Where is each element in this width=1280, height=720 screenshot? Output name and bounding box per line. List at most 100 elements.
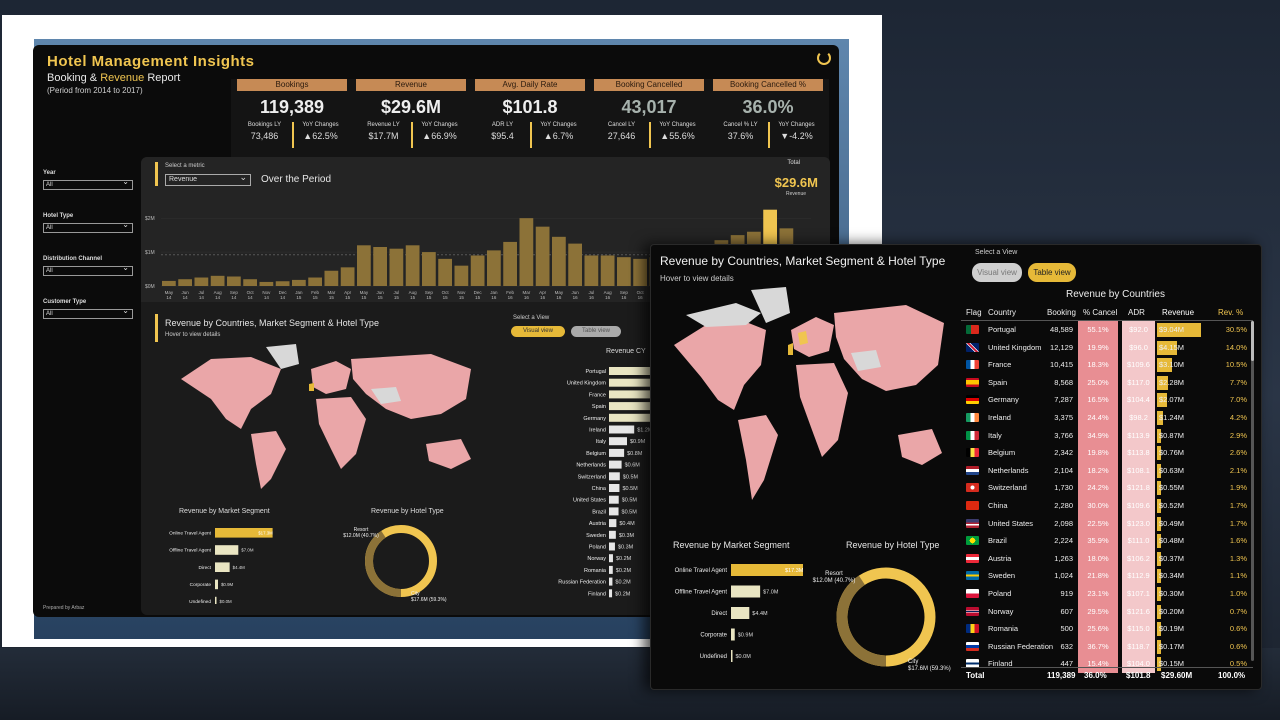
revenue-bar[interactable]	[162, 280, 176, 286]
country-bar[interactable]	[609, 437, 627, 446]
revenue-bar[interactable]	[308, 277, 322, 286]
revenue-bar[interactable]	[292, 279, 306, 286]
country-bar[interactable]	[609, 542, 615, 551]
table-row[interactable]: Ireland 3,375 24.4% $98.2 $1.24M 4.2%	[961, 408, 1253, 427]
revenue-bar[interactable]	[210, 275, 225, 286]
table-row[interactable]: Poland 919 23.1% $107.1 $0.30M 1.0%	[961, 584, 1253, 603]
country-bar[interactable]	[609, 425, 635, 434]
visual-view-button[interactable]: Visual view	[511, 326, 565, 337]
filter-dropdown[interactable]: All	[43, 264, 133, 276]
revenue-bar[interactable]	[324, 270, 339, 286]
col-rev-pct[interactable]: Rev. %	[1218, 308, 1244, 317]
revenue-bar[interactable]	[243, 279, 257, 286]
segment-bar[interactable]	[731, 650, 733, 662]
col-flag[interactable]: Flag	[966, 308, 982, 317]
table-row[interactable]: Spain 8,568 25.0% $117.0 $2.28M 7.7%	[961, 373, 1253, 392]
revenue-bar[interactable]	[227, 276, 241, 286]
segment-bar[interactable]	[215, 545, 239, 555]
revenue-bar[interactable]	[568, 243, 582, 286]
table-row[interactable]: United States 2,098 22.5% $123.0 $0.49M 1.7%	[961, 514, 1253, 533]
revenue-bar[interactable]	[340, 267, 355, 286]
country-bar[interactable]	[609, 530, 616, 539]
table-view-button[interactable]: Table view	[1028, 263, 1076, 282]
table-row[interactable]: Austria 1,263 18.0% $106.2 $0.37M 1.3%	[961, 549, 1253, 568]
table-row[interactable]: Portugal 48,589 55.1% $92.0 $9.04M 30.5%	[961, 321, 1253, 339]
revenue-bar[interactable]	[519, 218, 534, 286]
revenue-bar[interactable]	[552, 236, 566, 286]
revenue-bar[interactable]	[373, 247, 387, 286]
col-adr[interactable]: ADR	[1128, 308, 1145, 317]
country-bar[interactable]	[609, 460, 622, 469]
segment-bar[interactable]	[731, 564, 803, 576]
country-bar[interactable]	[609, 413, 651, 422]
metric-dropdown[interactable]: Revenue	[165, 172, 251, 186]
revenue-bar[interactable]	[422, 252, 436, 286]
table-scrollbar[interactable]	[1251, 321, 1254, 661]
revenue-bar[interactable]	[194, 277, 209, 286]
segment-bar[interactable]	[731, 607, 750, 619]
table-row[interactable]: Norway 607 29.5% $121.6 $0.20M 0.7%	[961, 602, 1253, 621]
revenue-bar[interactable]	[438, 258, 452, 286]
country-bar[interactable]	[609, 565, 613, 574]
table-row[interactable]: Switzerland 1,730 24.2% $121.8 $0.55M 1.9%	[961, 479, 1253, 497]
revenue-bar[interactable]	[357, 245, 371, 286]
country-bar[interactable]	[609, 484, 620, 492]
revenue-bar[interactable]	[259, 281, 274, 286]
country-bar[interactable]	[609, 519, 617, 528]
segment-bar[interactable]	[215, 596, 217, 604]
revenue-bar[interactable]	[617, 257, 631, 286]
segment-bar[interactable]	[731, 628, 735, 641]
segment-bar[interactable]	[215, 528, 273, 538]
filter-dropdown[interactable]: All	[43, 221, 133, 233]
country-bar[interactable]	[609, 577, 613, 586]
country-bar[interactable]	[609, 554, 613, 563]
table-row[interactable]: France 10,415 18.3% $109.6 $3.10M 10.5%	[961, 356, 1253, 374]
table-row[interactable]: China 2,280 30.0% $109.6 $0.52M 1.7%	[961, 496, 1253, 515]
segment-bar[interactable]	[215, 562, 230, 572]
revenue-bar[interactable]	[470, 255, 485, 286]
revenue-bar[interactable]	[633, 258, 647, 286]
country-bar[interactable]	[609, 495, 619, 504]
donut-resort-slice[interactable]	[836, 567, 936, 667]
filter-dropdown[interactable]: All	[43, 178, 133, 190]
x-tick: May 14	[165, 290, 174, 300]
revenue-bar[interactable]	[487, 250, 501, 286]
revenue-bar[interactable]	[600, 255, 615, 286]
table-row[interactable]: Romania 500 25.6% $115.0 $0.19M 0.6%	[961, 620, 1253, 638]
country-bar[interactable]	[609, 448, 625, 457]
revenue-bar[interactable]	[454, 265, 469, 286]
refresh-icon[interactable]	[817, 51, 831, 65]
table-row[interactable]: Netherlands 2,104 18.2% $108.1 $0.63M 2.1%	[961, 461, 1253, 480]
table-row[interactable]: Brazil 2,224 35.9% $111.0 $0.48M 1.6%	[961, 532, 1253, 550]
country-bar[interactable]	[609, 390, 671, 399]
revenue-bar[interactable]	[178, 279, 192, 286]
country-bar[interactable]	[609, 402, 654, 411]
table-row[interactable]: Italy 3,766 34.9% $113.9 $0.87M 2.9%	[961, 426, 1253, 445]
revenue-bar[interactable]	[275, 281, 290, 286]
donut-resort-slice[interactable]	[365, 525, 437, 597]
country-bar[interactable]	[609, 507, 619, 516]
table-row[interactable]: Belgium 2,342 19.8% $113.8 $0.76M 2.6%	[961, 444, 1253, 462]
table-row[interactable]: Germany 7,287 16.5% $104.4 $2.07M 7.0%	[961, 391, 1253, 409]
segment-bar[interactable]	[215, 579, 218, 590]
table-row[interactable]: Russian Federation 632 36.7% $118.7 $0.17M 0.…	[961, 637, 1253, 656]
country-bar[interactable]	[609, 472, 620, 481]
filter-dropdown[interactable]: All	[43, 307, 133, 319]
table-row[interactable]: Sweden 1,024 21.8% $112.9 $0.34M 1.1%	[961, 567, 1253, 585]
revenue-bar[interactable]	[535, 226, 550, 286]
table-row[interactable]: United Kingdom 12,129 19.9% $96.0 $4.15M 14.0…	[961, 338, 1253, 357]
revenue-bar[interactable]	[389, 248, 404, 286]
revenue-bar[interactable]	[503, 241, 517, 286]
total-value: $29.6M	[774, 175, 818, 190]
col-revenue[interactable]: Revenue	[1162, 308, 1195, 317]
col-country[interactable]: Country	[988, 308, 1017, 317]
revenue-bar[interactable]	[405, 245, 420, 286]
country-bar[interactable]	[609, 589, 613, 598]
revenue-bar[interactable]	[584, 255, 599, 286]
table-view-button[interactable]: Table view	[571, 326, 621, 337]
col-booking[interactable]: Booking	[1047, 308, 1076, 317]
col-cancel[interactable]: % Cancel	[1083, 308, 1118, 317]
visual-view-button[interactable]: Visual view	[972, 263, 1022, 282]
table-row[interactable]: Finland 447 15.4% $104.0 $0.15M 0.5%	[961, 655, 1253, 673]
segment-bar[interactable]	[731, 585, 761, 598]
